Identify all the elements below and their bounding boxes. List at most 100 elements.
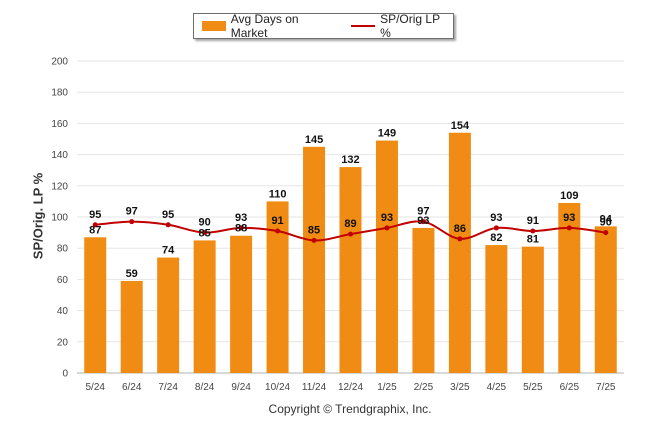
line-point [420,219,426,225]
bar [230,235,253,373]
bar-value-label: 88 [235,223,247,235]
bar [412,227,435,373]
line-series [92,219,609,243]
copyright-text: Copyright © Trendgraphix, Inc. [268,402,432,416]
bar [120,280,143,373]
line-point [603,230,609,236]
legend: Avg Days on Market SP/Orig LP % [193,12,454,40]
x-axis-ticks: 5/24 6/24 7/24 8/24 9/24 10/24 11/24 12/24 1/25 2… [85,382,615,393]
bar-value-label: 109 [560,190,578,202]
bar [375,140,398,373]
bar [157,257,180,373]
x-tick-label: 4/25 [487,382,507,393]
x-tick-label: 9/24 [231,382,251,393]
line-point [129,219,135,225]
x-tick-label: 3/25 [450,382,470,393]
bar [84,237,107,373]
line-value-label: 85 [308,224,320,236]
x-tick-label: 6/24 [122,382,142,393]
x-tick-label: 2/25 [414,382,434,393]
y-tick-label: 180 [51,88,68,99]
x-tick-label: 12/24 [338,382,363,393]
x-tick-label: 5/25 [523,382,543,393]
line-point [384,225,390,231]
y-tick-label: 160 [51,119,68,130]
bar-value-label: 154 [451,120,470,132]
x-tick-label: 6/25 [560,382,580,393]
line-value-label: 95 [162,209,174,221]
line-value-label: 90 [600,217,612,229]
bar-value-label: 59 [126,268,138,280]
bar-value-label: 87 [89,224,101,236]
y-tick-label: 100 [51,213,68,224]
legend-swatch-bar [202,21,226,31]
y-tick-label: 140 [51,150,68,161]
bar-value-label: 74 [162,245,175,257]
line-point [165,222,171,228]
x-tick-label: 1/25 [377,382,397,393]
bar [339,167,362,373]
line-value-label: 93 [563,212,575,224]
line-value-label: 91 [271,215,283,227]
bar-value-label: 110 [269,188,287,200]
legend-item-line[interactable]: SP/Orig LP % [337,12,453,40]
bar [594,226,617,373]
legend-label-line: SP/Orig LP % [380,12,440,40]
x-tick-label: 11/24 [302,382,327,393]
bar [485,245,508,373]
y-tick-label: 60 [57,275,69,286]
legend-swatch-line [351,25,376,27]
bar-series [84,132,617,373]
bar-value-label: 94 [600,213,613,225]
bar-value-label: 82 [490,232,502,244]
x-tick-label: 7/24 [158,382,178,393]
bar-value-label: 81 [527,234,539,246]
y-tick-label: 0 [62,369,68,380]
y-tick-label: 20 [57,337,69,348]
bar [521,246,544,373]
y-tick-label: 80 [57,244,69,255]
line-point [457,236,463,242]
bar-value-label: 132 [341,154,359,166]
line-value-label: 95 [89,209,101,221]
line-point [348,231,353,237]
line-value-label: 93 [235,212,247,224]
line-point [530,228,536,234]
line-point [566,225,572,231]
line-value-label: 91 [527,215,539,227]
bar-value-label: 93 [417,215,429,227]
line-point [493,225,499,231]
data-labels: 87 59 74 85 88 110 145 132 149 93 154 82 81 109 94 95 97… [89,120,613,280]
bar [266,201,289,373]
line-value-label: 93 [381,212,393,224]
y-axis-ticks: 0 20 40 60 80 100 120 140 160 180 200 [51,57,68,380]
line-point [238,225,244,231]
line-value-label: 93 [490,212,502,224]
bar [448,132,471,373]
legend-label-bar: Avg Days on Market [230,12,299,40]
legend-item-bar[interactable]: Avg Days on Market [194,12,337,40]
x-tick-label: 7/25 [596,382,616,393]
line-point [311,237,317,243]
line-value-label: 97 [417,206,429,218]
line-point [92,222,98,228]
y-tick-label: 120 [51,181,68,192]
bar [558,202,581,373]
line-value-label: 89 [344,218,356,230]
y-axis-label: SP/Orig. LP % [30,172,46,260]
bar-value-label: 145 [305,134,323,146]
y-tick-label: 200 [51,57,68,68]
line-value-label: 97 [126,206,138,218]
x-tick-label: 8/24 [195,382,215,393]
x-tick-label: 10/24 [265,382,290,393]
line-value-label: 90 [199,217,211,229]
line-point [275,228,281,234]
y-tick-label: 40 [57,306,69,317]
line-value-label: 86 [454,223,466,235]
bar [193,240,216,373]
line-point [202,230,208,236]
bar [303,146,326,373]
bar-value-label: 85 [199,227,211,239]
x-tick-label: 5/24 [85,382,105,393]
